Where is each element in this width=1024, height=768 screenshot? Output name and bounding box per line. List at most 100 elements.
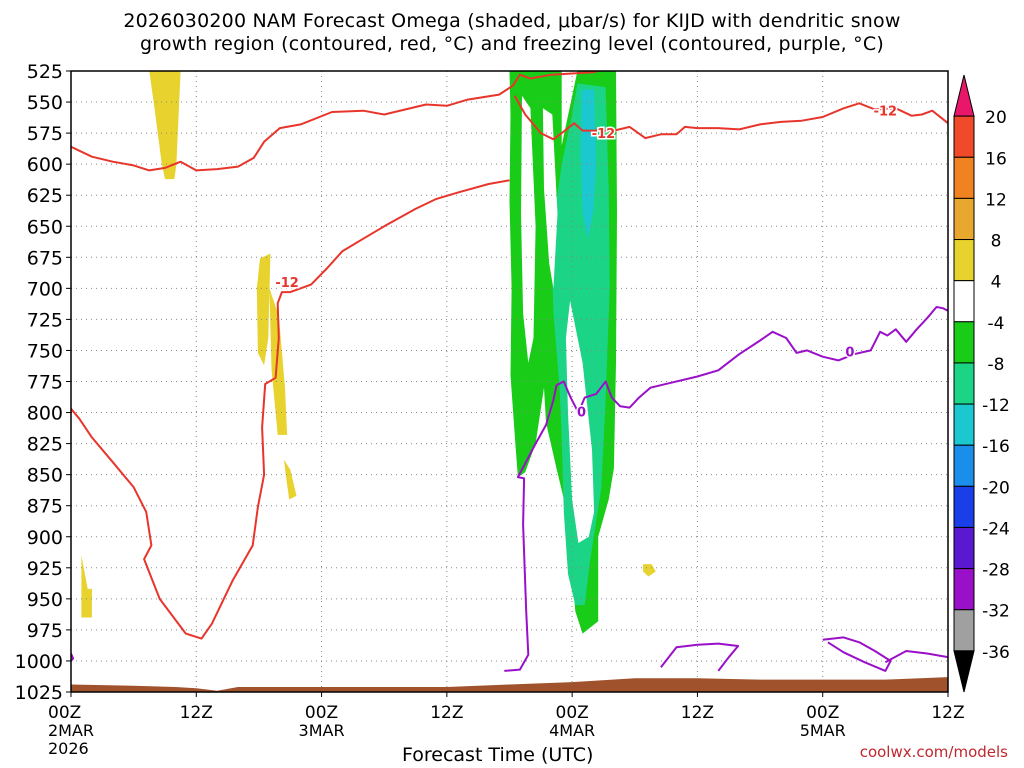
colorbar-bin--28 — [953, 526, 975, 570]
y-axis: 525 550 575 600 625 650 675 700 725 750 775 800 825 8… — [15, 61, 71, 704]
y-tick-label-550: 550 — [27, 92, 63, 114]
y-tick-label-750: 750 — [27, 340, 63, 362]
freezing-label-lower: 0 — [577, 405, 586, 420]
x-tick-date-6: 5MAR — [800, 721, 846, 740]
y-tick-label-975: 975 — [27, 620, 63, 642]
colorbar-label-7: -12 — [982, 396, 1010, 416]
credit-text: coolwx.com/models — [859, 743, 1008, 761]
x-tick-date-2: 3MAR — [299, 721, 345, 740]
colorbar-bin--8 — [953, 321, 975, 364]
cyan-sinking-peak — [580, 89, 597, 239]
hole-upper-left — [521, 95, 536, 363]
dgz-lower — [71, 179, 510, 640]
colorbar-bin--12 — [953, 362, 975, 405]
colorbar-label-10: -24 — [982, 519, 1010, 539]
grid-lines — [71, 71, 948, 692]
dgz-label-upper: -12 — [874, 105, 898, 120]
x-tick-label-5: 12Z — [681, 703, 714, 723]
teal-sinking-core — [551, 83, 610, 606]
colorbar-bin-bottom — [953, 650, 975, 693]
dgz-contours — [71, 71, 948, 640]
x-tick-label-2: 00Z — [305, 703, 338, 723]
colorbar-label-5: -4 — [988, 314, 1005, 334]
x-tick-year-0: 2026 — [48, 739, 89, 758]
chart-title-line-2: growth region (contoured, red, °C) and f… — [140, 33, 884, 55]
freezing-lower-3 — [884, 650, 948, 664]
yellow-ascent-4 — [284, 459, 297, 500]
y-tick-label-900: 900 — [27, 527, 63, 549]
y-tick-label-925: 925 — [27, 558, 63, 580]
x-tick-date-4: 4MAR — [549, 721, 595, 740]
y-tick-label-850: 850 — [27, 465, 63, 487]
hole-lower — [565, 300, 595, 543]
colorbar-label-13: -36 — [982, 643, 1010, 663]
omega-shading — [81, 71, 656, 634]
y-tick-label-525: 525 — [27, 61, 63, 83]
y-tick-label-800: 800 — [27, 403, 63, 425]
y-tick-label-650: 650 — [27, 216, 63, 238]
yellow-ascent-1 — [149, 71, 181, 180]
x-axis-title: Forecast Time (UTC) — [402, 744, 594, 766]
y-tick-label-875: 875 — [27, 496, 63, 518]
colorbar-bin--20 — [953, 444, 975, 487]
x-tick-label-0: 00Z — [48, 703, 81, 723]
colorbar-label-12: -32 — [982, 602, 1010, 622]
colorbar-bin--32 — [953, 568, 975, 611]
x-tick-date-0: 2MAR — [48, 721, 94, 740]
freezing-main — [504, 306, 948, 672]
colorbar-bin--16 — [953, 403, 975, 446]
colorbar-label-4: 4 — [991, 273, 1002, 293]
colorbar-label-9: -20 — [982, 478, 1010, 498]
freezing-lower-2 — [822, 636, 892, 672]
x-tick-label-7: 12Z — [931, 703, 964, 723]
colorbar-label-3: 8 — [991, 232, 1002, 252]
colorbar: 20 16 12 8 4 -4 -8 -12 -16 -20 -24 -28 -32 -36 — [953, 74, 1010, 693]
colorbar-label-8: -16 — [982, 437, 1010, 457]
yellow-ascent-3 — [269, 288, 288, 435]
y-tick-label-725: 725 — [27, 309, 63, 331]
y-tick-label-600: 600 — [27, 154, 63, 176]
colorbar-bin-4 — [953, 239, 975, 282]
colorbar-label-2: 12 — [985, 190, 1007, 210]
dgz-label-mid: -12 — [592, 127, 616, 142]
y-tick-label-775: 775 — [27, 372, 63, 394]
yellow-ascent-6 — [643, 564, 656, 577]
colorbar-label-11: -28 — [982, 561, 1010, 581]
freezing-level-contours — [71, 306, 948, 672]
y-tick-label-1025: 1025 — [15, 682, 63, 704]
colorbar-bin-top — [953, 74, 975, 117]
dgz-label-lower: -12 — [275, 276, 299, 291]
y-tick-label-625: 625 — [27, 185, 63, 207]
colorbar-bin--4 — [953, 280, 975, 323]
y-tick-label-575: 575 — [27, 123, 63, 145]
y-tick-label-1000: 1000 — [15, 651, 63, 673]
colorbar-bin-8 — [953, 197, 975, 241]
x-tick-label-6: 00Z — [806, 703, 839, 723]
y-tick-label-950: 950 — [27, 589, 63, 611]
y-tick-label-825: 825 — [27, 434, 63, 456]
x-tick-label-4: 00Z — [556, 703, 589, 723]
colorbar-bin--36 — [953, 609, 975, 652]
dgz-upper — [71, 71, 603, 172]
colorbar-bin--24 — [953, 485, 975, 528]
colorbar-bin-16 — [953, 115, 975, 158]
contour-labels: -12 -12 -12 0 0 — [274, 103, 899, 422]
y-tick-label-700: 700 — [27, 278, 63, 300]
colorbar-label-6: -8 — [988, 355, 1005, 375]
colorbar-label-0: 20 — [985, 108, 1007, 128]
chart-title-line-1: 2026030200 NAM Forecast Omega (shaded, μ… — [123, 10, 901, 32]
colorbar-bin-12 — [953, 156, 975, 199]
yellow-ascent-5 — [81, 555, 92, 618]
hole-upper-mid — [542, 108, 558, 289]
dgz-mid — [513, 95, 948, 141]
y-tick-label-675: 675 — [27, 247, 63, 269]
colorbar-label-1: 16 — [985, 149, 1007, 169]
freezing-lower-1 — [660, 642, 740, 672]
freezing-label-upper: 0 — [845, 346, 854, 361]
yellow-ascent-2 — [256, 253, 271, 366]
x-tick-label-1: 12Z — [180, 703, 213, 723]
x-tick-label-3: 12Z — [430, 703, 463, 723]
terrain-surface — [71, 677, 948, 692]
